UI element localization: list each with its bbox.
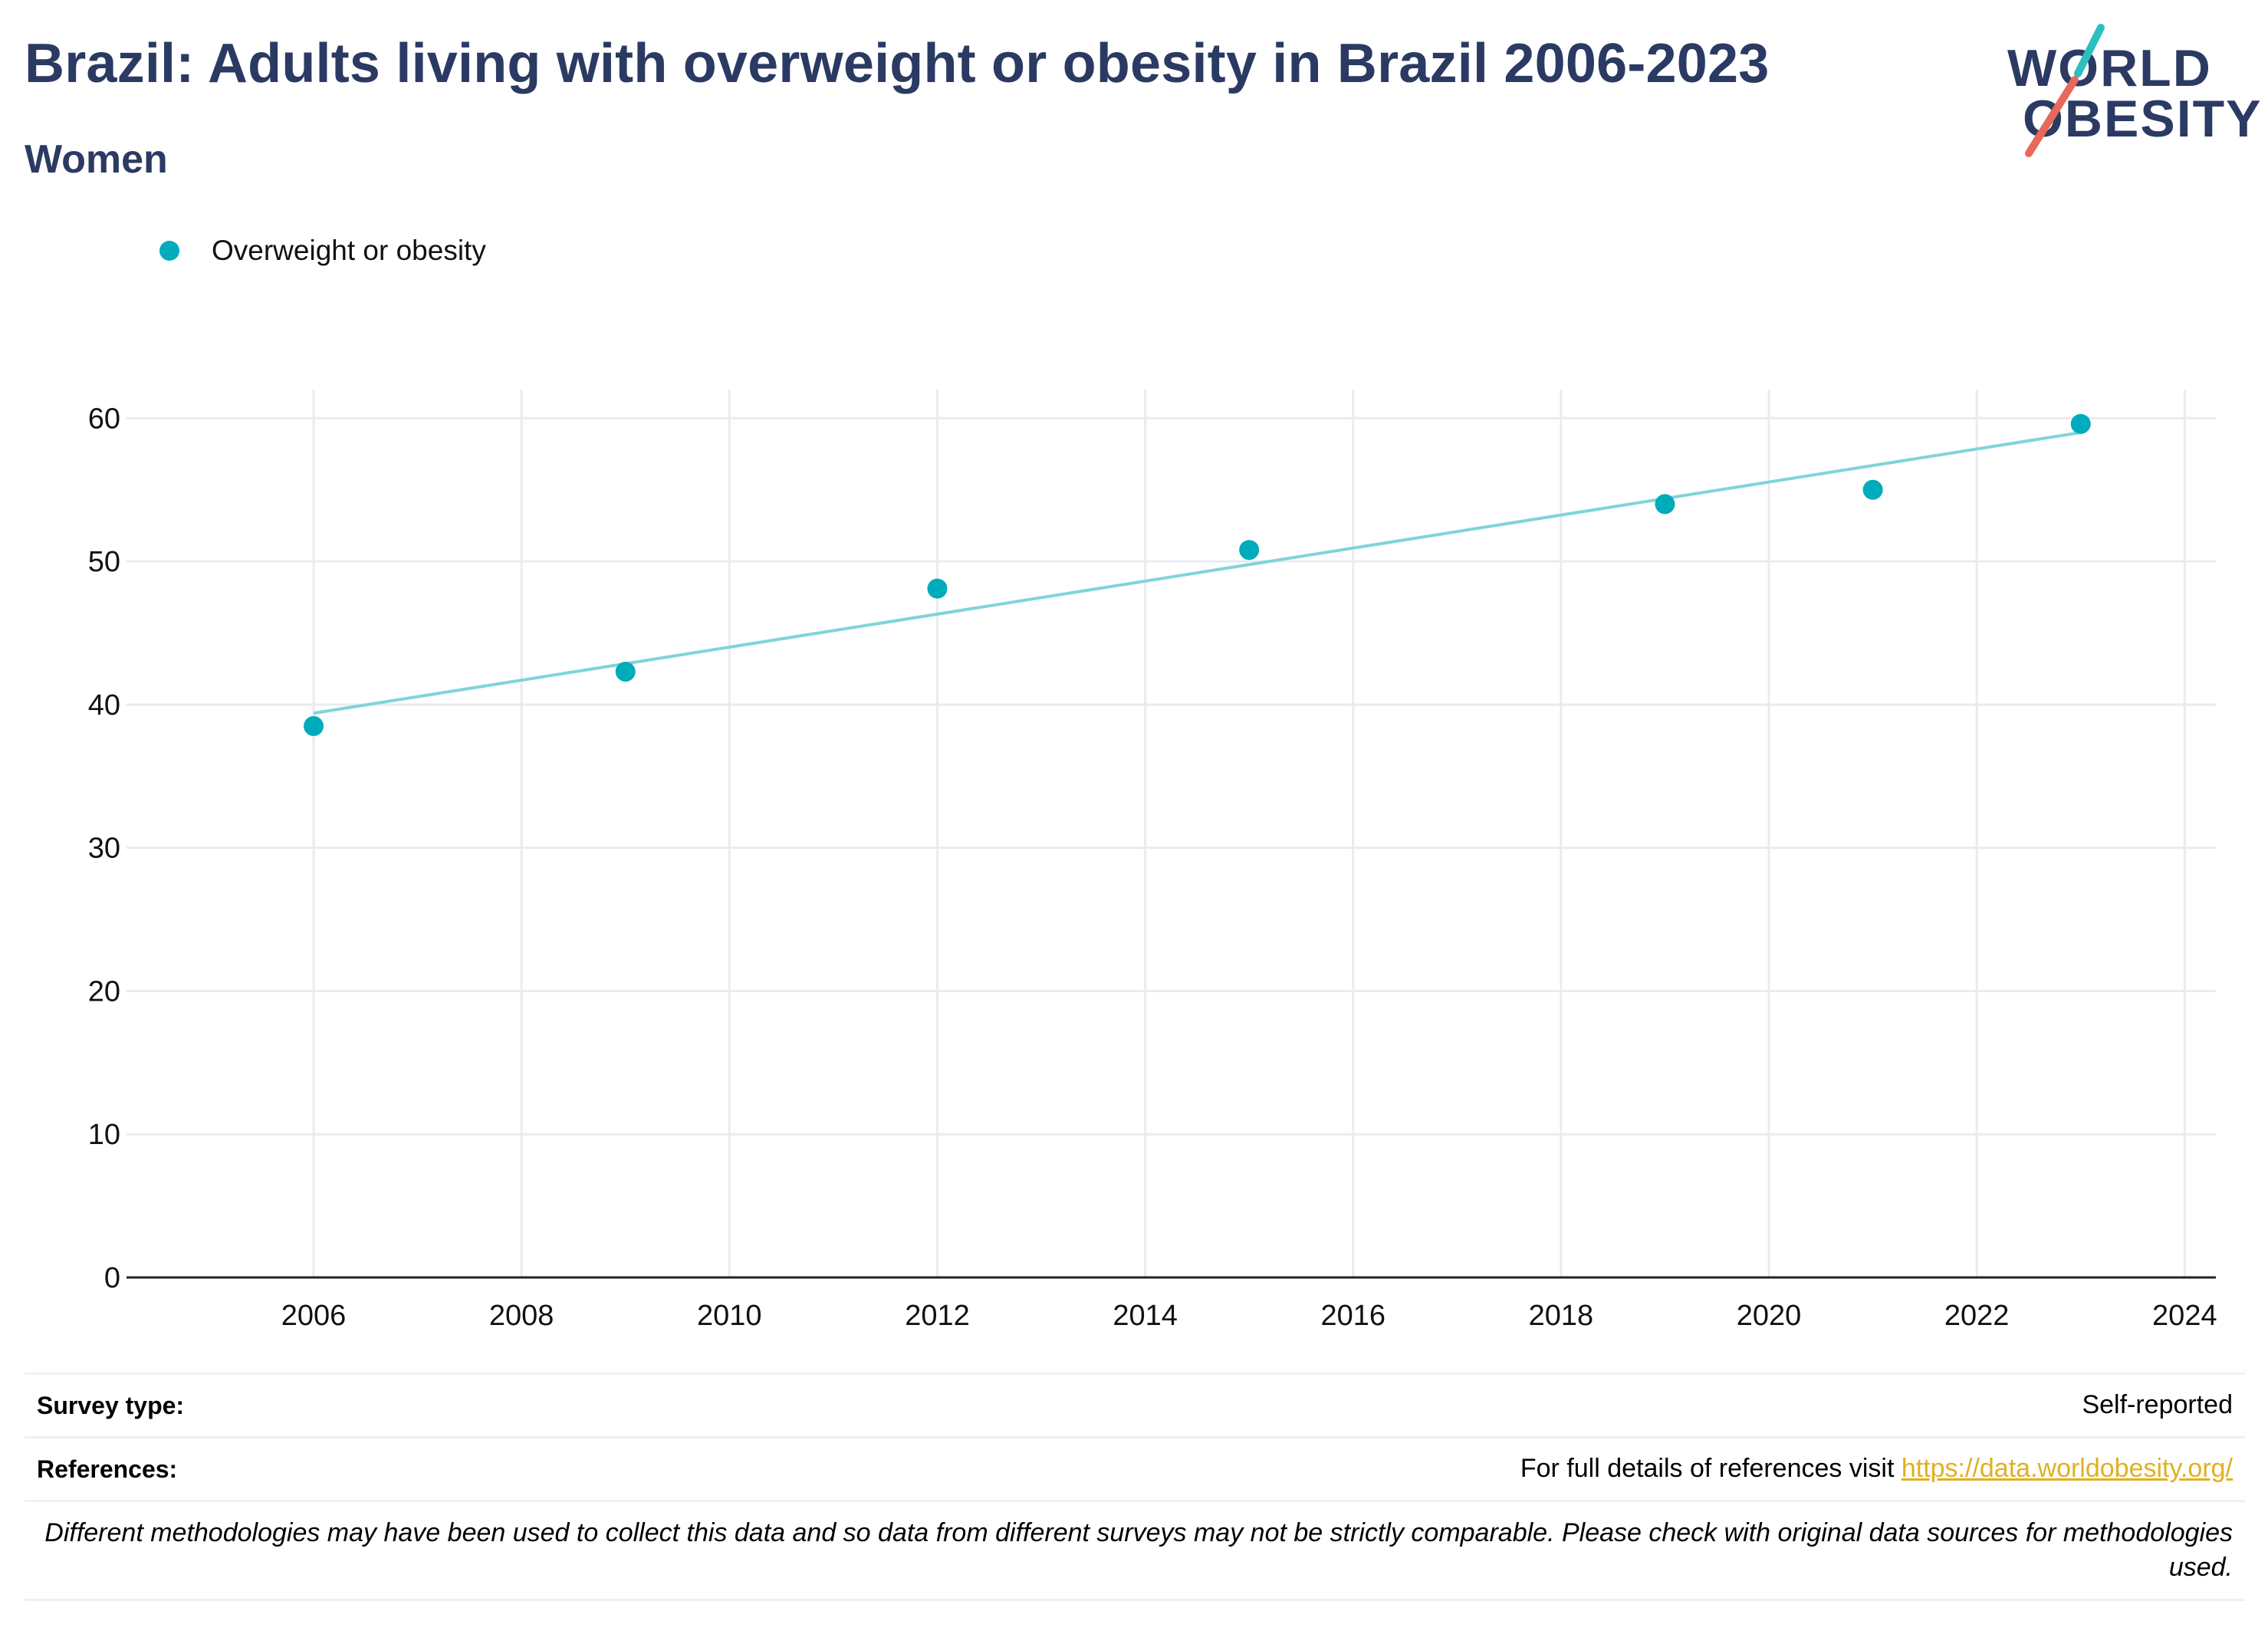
x-tick-label: 2008 <box>489 1300 554 1332</box>
x-tick-label: 2016 <box>1320 1300 1385 1332</box>
legend-marker <box>159 241 179 261</box>
y-tick-label: 40 <box>88 689 120 722</box>
data-point <box>615 661 636 682</box>
y-tick-label: 30 <box>88 833 120 865</box>
survey-type-value: Self-reported <box>2082 1390 2233 1419</box>
x-tick-label: 2022 <box>1944 1300 2010 1332</box>
y-tick-label: 0 <box>104 1262 120 1294</box>
data-point <box>927 578 948 599</box>
x-tick-label: 2018 <box>1529 1300 1594 1332</box>
x-tick-label: 2024 <box>2152 1300 2217 1332</box>
references-label: References: <box>37 1455 178 1483</box>
trend-line <box>313 431 2082 715</box>
chart-legend: Overweight or obesity <box>159 232 486 270</box>
methodology-note-row: Different methodologies may have been us… <box>25 1500 2245 1601</box>
logo-word-world: WORLD <box>2007 39 2212 97</box>
chart-title: Brazil: Adults living with overweight or… <box>25 33 1770 94</box>
y-tick-label: 60 <box>88 403 120 435</box>
references-link[interactable]: https://data.worldobesity.org/ <box>1901 1454 2233 1483</box>
x-tick-label: 2012 <box>905 1300 970 1332</box>
x-tick-label: 2020 <box>1737 1300 1802 1332</box>
data-point <box>1655 494 1675 515</box>
y-tick-label: 20 <box>88 975 120 1008</box>
y-tick-label: 50 <box>88 546 120 578</box>
data-point <box>2070 413 2091 434</box>
x-tick-label: 2010 <box>697 1300 762 1332</box>
survey-type-label: Survey type: <box>37 1392 185 1419</box>
references-text: For full details of references visit <box>1520 1454 1902 1483</box>
scatter-chart: 2006 2008 2010 2012 2014 2016 2018 2020 2022 2024… <box>88 390 2217 1332</box>
references-row: References: For full details of referenc… <box>25 1436 2245 1501</box>
logo-slash-icon <box>2025 24 2105 157</box>
data-point <box>304 715 324 736</box>
x-tick-label: 2014 <box>1113 1300 1178 1332</box>
survey-type-row: Survey type: Self-reported <box>25 1373 2245 1438</box>
world-obesity-logo: WORLD OBESITY <box>2001 21 2261 159</box>
data-point <box>1862 479 1883 500</box>
legend-label: Overweight or obesity <box>212 235 486 266</box>
chart-subtitle: Women <box>25 137 168 182</box>
references-value: For full details of references visit htt… <box>1520 1454 2233 1484</box>
y-tick-label: 10 <box>88 1119 120 1151</box>
data-point <box>1239 540 1260 561</box>
x-tick-label: 2006 <box>281 1300 347 1332</box>
methodology-note: Different methodologies may have been us… <box>44 1518 2233 1582</box>
